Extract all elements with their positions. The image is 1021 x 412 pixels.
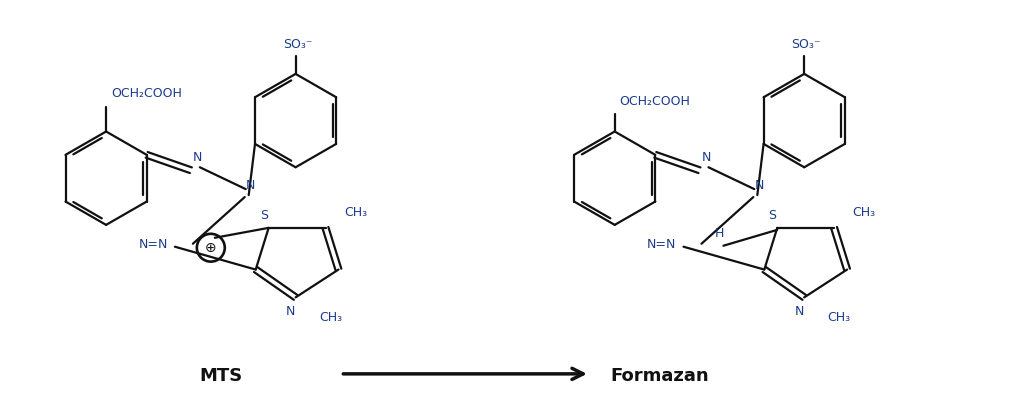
Text: SO₃⁻: SO₃⁻ bbox=[283, 37, 312, 51]
Text: N: N bbox=[794, 305, 804, 318]
Text: CH₃: CH₃ bbox=[344, 206, 367, 220]
Text: Formazan: Formazan bbox=[611, 367, 709, 385]
Text: N: N bbox=[246, 179, 255, 192]
Text: OCH₂COOH: OCH₂COOH bbox=[111, 87, 182, 100]
Text: CH₃: CH₃ bbox=[319, 311, 342, 324]
Text: N=N: N=N bbox=[138, 238, 167, 251]
Text: SO₃⁻: SO₃⁻ bbox=[791, 37, 821, 51]
Text: N: N bbox=[286, 305, 295, 318]
Text: S: S bbox=[259, 209, 268, 222]
Text: CH₃: CH₃ bbox=[828, 311, 850, 324]
Text: N: N bbox=[193, 151, 202, 164]
Text: OCH₂COOH: OCH₂COOH bbox=[620, 95, 690, 108]
Text: ⊕: ⊕ bbox=[205, 241, 216, 255]
Text: MTS: MTS bbox=[199, 367, 242, 385]
Text: S: S bbox=[768, 209, 776, 222]
Text: N=N: N=N bbox=[647, 238, 676, 251]
Text: CH₃: CH₃ bbox=[853, 206, 876, 220]
Text: N: N bbox=[701, 151, 712, 164]
Text: H: H bbox=[715, 227, 724, 240]
Text: N: N bbox=[755, 179, 764, 192]
